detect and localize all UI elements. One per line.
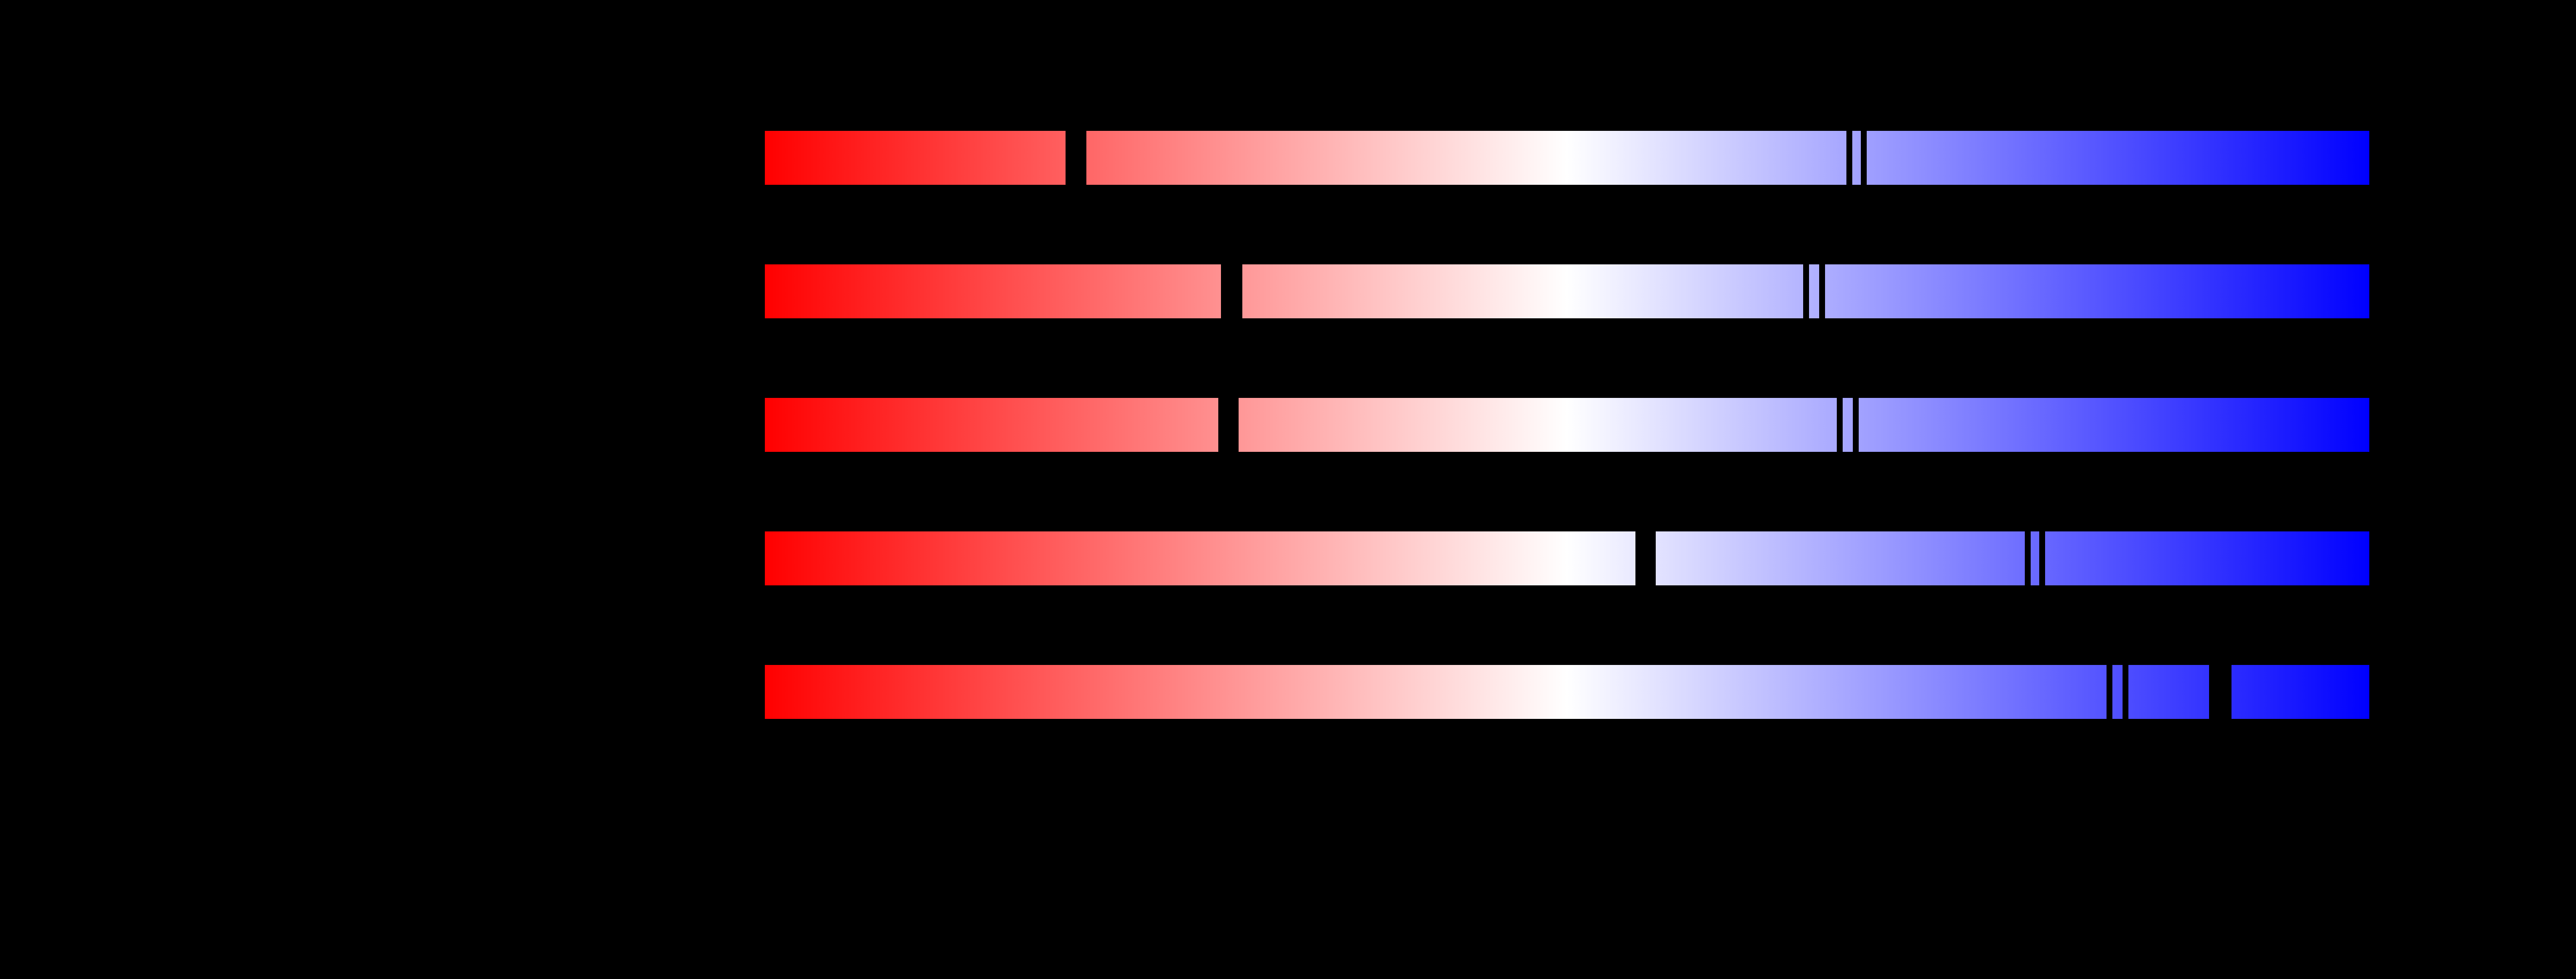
gradient-bar-5 bbox=[765, 665, 2369, 719]
tick-line bbox=[1803, 264, 1809, 318]
divider-line bbox=[1218, 398, 1239, 452]
divider-line bbox=[1221, 264, 1242, 318]
tick-line bbox=[2123, 665, 2128, 719]
gradient-bar-1 bbox=[765, 131, 2369, 185]
divider-line bbox=[1066, 131, 1086, 185]
gradient-bar-2 bbox=[765, 264, 2369, 318]
gradient-bar-4 bbox=[765, 531, 2369, 585]
tick-line bbox=[1846, 131, 1852, 185]
gradient-bar-3 bbox=[765, 398, 2369, 452]
tick-line bbox=[2107, 665, 2112, 719]
tick-line bbox=[1819, 264, 1825, 318]
divider-line bbox=[1635, 531, 1656, 585]
tick-line bbox=[2039, 531, 2045, 585]
tick-line bbox=[2025, 531, 2031, 585]
tick-line bbox=[1837, 398, 1843, 452]
divider-line bbox=[2209, 665, 2232, 719]
tick-line bbox=[1853, 398, 1859, 452]
tick-line bbox=[1861, 131, 1867, 185]
